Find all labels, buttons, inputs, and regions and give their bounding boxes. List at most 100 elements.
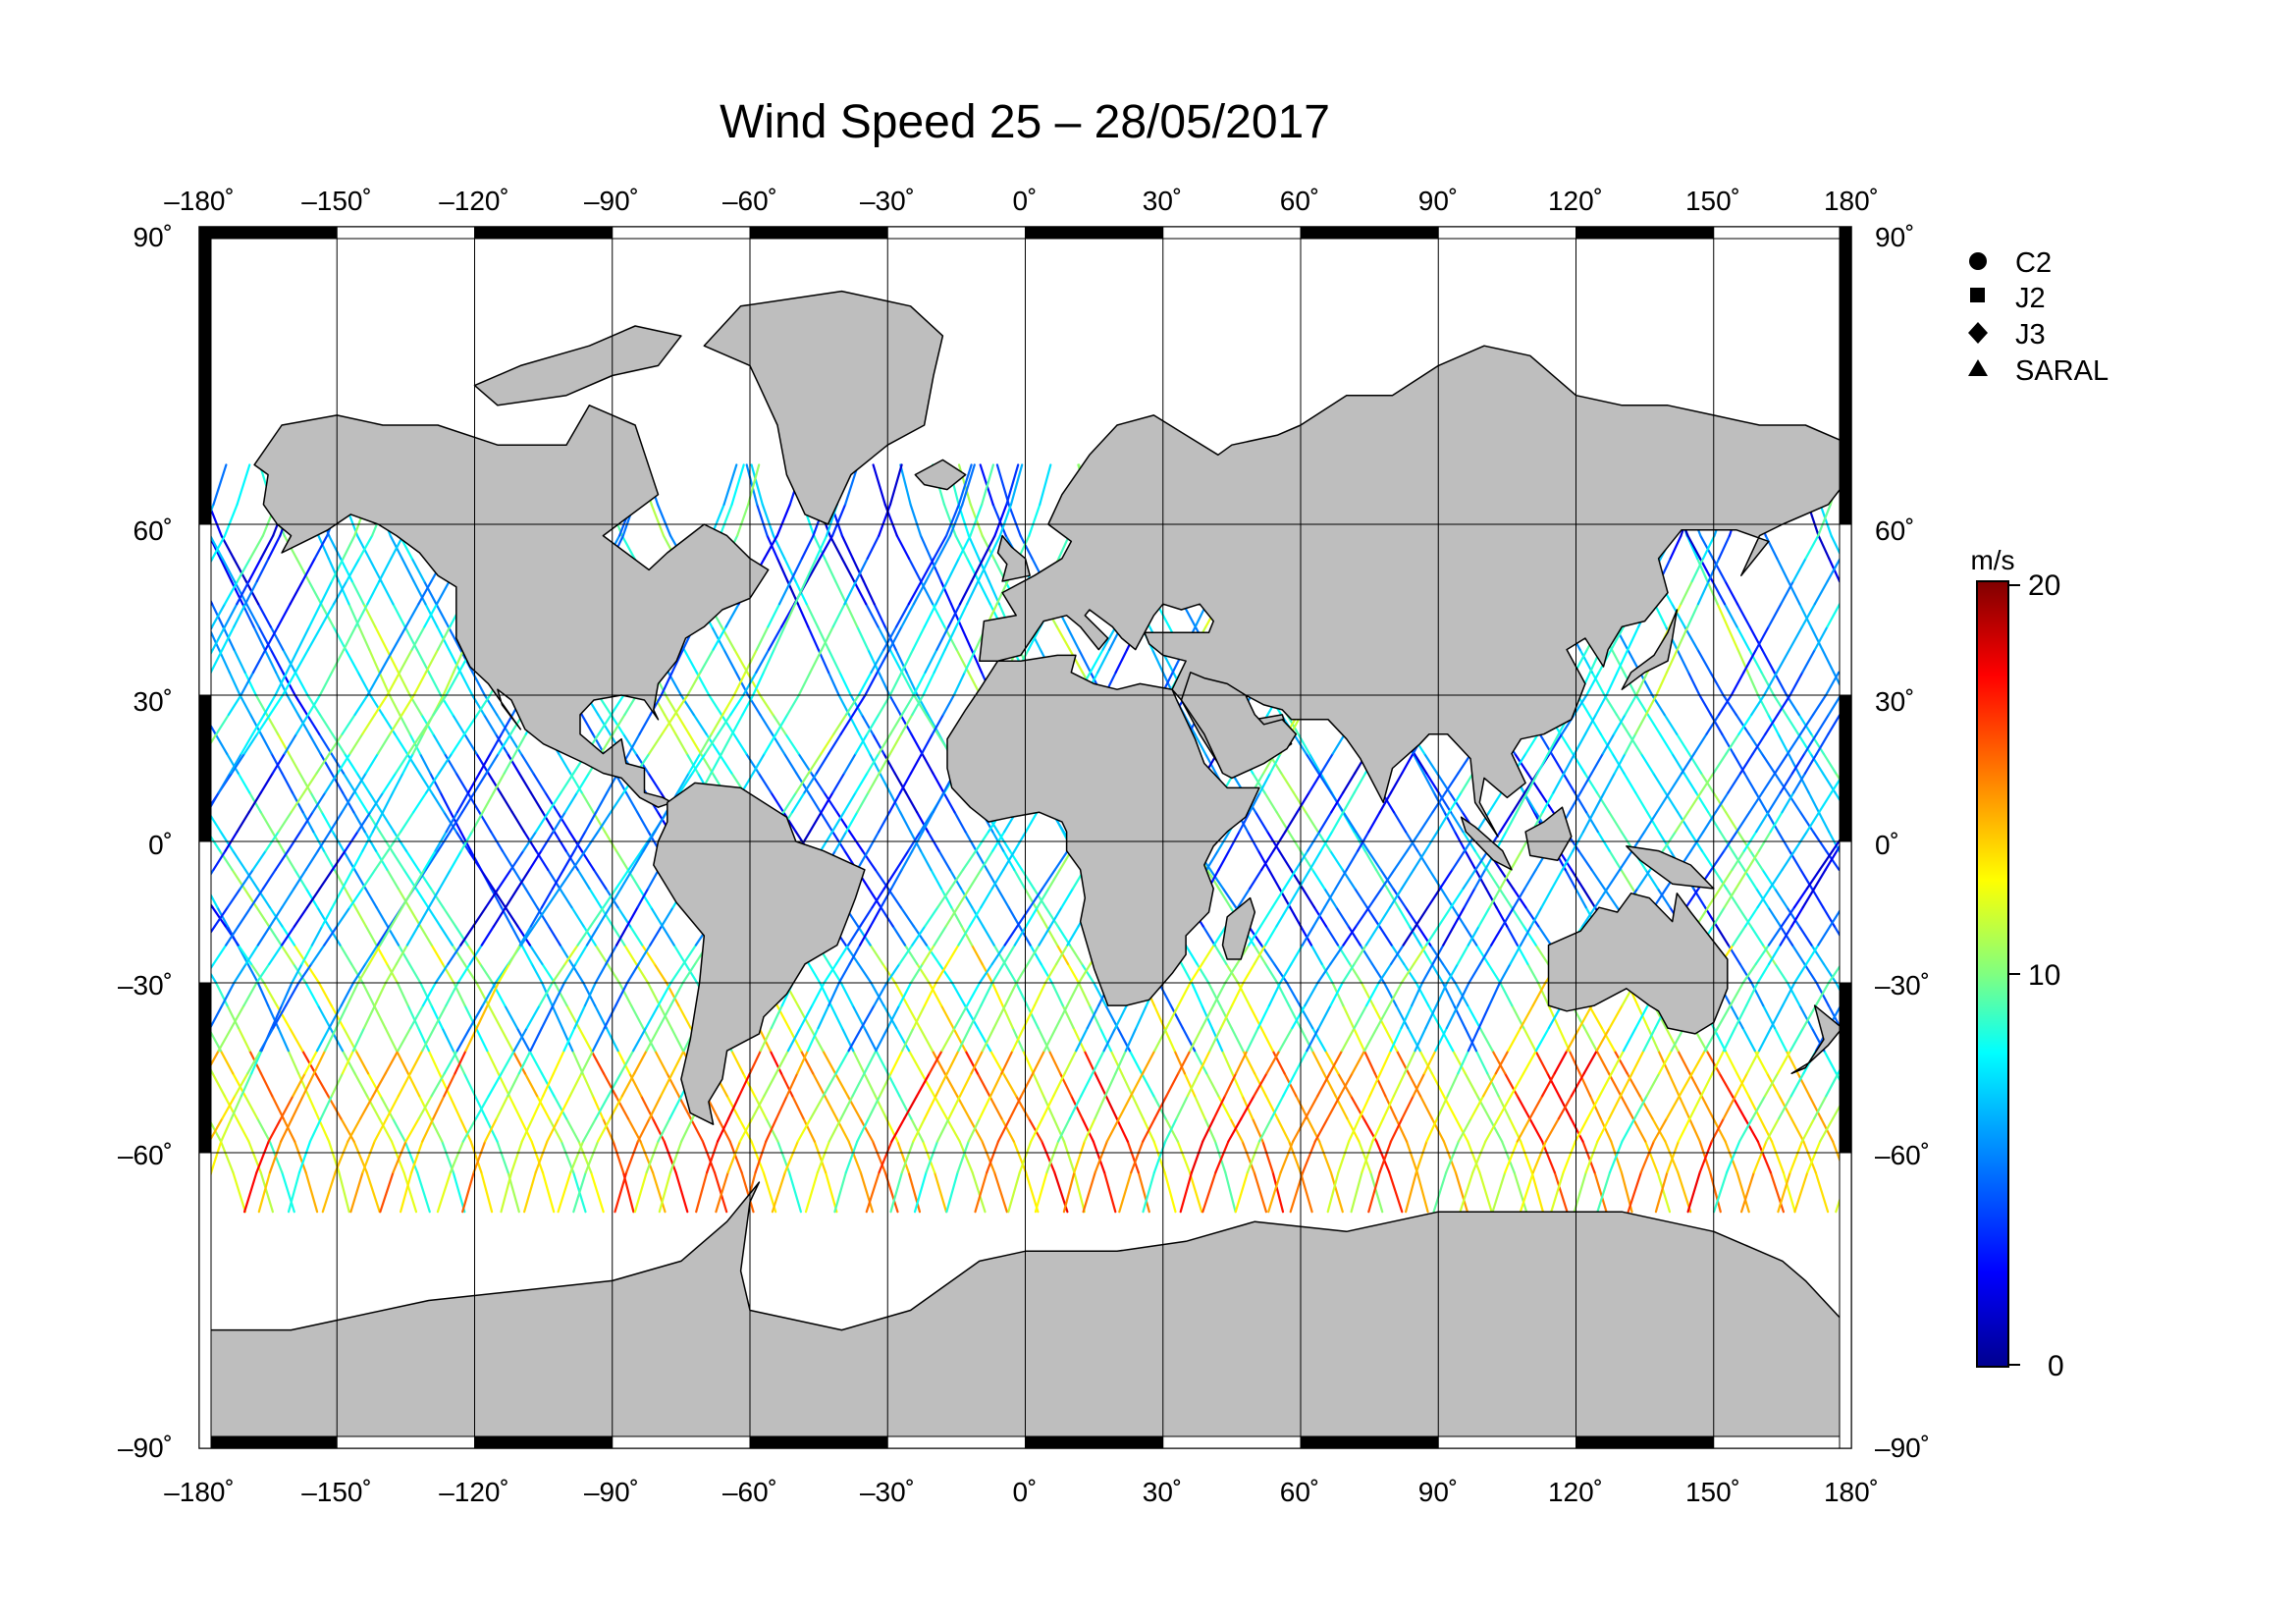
- track-segment: [1263, 925, 1278, 947]
- track-segment: [1184, 944, 1199, 965]
- track-segment: [277, 603, 292, 628]
- track-segment: [1509, 944, 1522, 965]
- track-segment: [1241, 1140, 1255, 1174]
- track-segment: [239, 693, 252, 717]
- track-segment: [512, 868, 527, 891]
- track-segment: [799, 1050, 815, 1075]
- track-segment: [1485, 868, 1501, 891]
- track-segment: [679, 693, 695, 717]
- track-segment: [1341, 962, 1356, 985]
- track-segment: [1253, 944, 1267, 965]
- track-segment: [809, 648, 824, 674]
- track-segment: [1813, 625, 1829, 651]
- track-segment: [952, 671, 966, 697]
- track-segment: [988, 1072, 1003, 1098]
- track-segment: [441, 1026, 454, 1053]
- track-segment: [538, 981, 554, 1007]
- track-segment: [1457, 1050, 1470, 1075]
- track-segment: [1412, 849, 1427, 871]
- track-segment: [860, 713, 875, 735]
- track-segment: [921, 752, 934, 775]
- track-segment: [748, 1050, 763, 1075]
- track-segment: [1269, 1095, 1285, 1120]
- track-segment: [1809, 752, 1825, 775]
- track-segment: [316, 1003, 332, 1030]
- track-segment: [323, 925, 339, 947]
- track-segment: [443, 811, 457, 834]
- track-segment: [301, 557, 316, 583]
- track-segment: [406, 732, 422, 755]
- track-segment: [562, 1026, 576, 1053]
- track-segment: [352, 811, 366, 834]
- track-segment: [894, 603, 910, 628]
- track-segment: [1400, 1003, 1414, 1030]
- track-segment: [1267, 868, 1281, 891]
- track-segment: [1734, 1072, 1749, 1098]
- track-segment: [503, 752, 516, 775]
- track-segment: [563, 944, 579, 965]
- track-segment: [381, 791, 395, 814]
- track-segment: [1142, 1170, 1156, 1214]
- track-segment: [1101, 625, 1117, 651]
- track-segment: [1424, 1003, 1438, 1030]
- track-segment: [559, 887, 573, 909]
- track-segment: [376, 925, 391, 947]
- track-segment: [449, 1140, 464, 1174]
- track-segment: [281, 772, 294, 794]
- track-segment: [650, 503, 666, 537]
- track-segment: [319, 1095, 333, 1120]
- diamond-marker-icon: [1968, 322, 1988, 344]
- track-segment: [1091, 1050, 1105, 1075]
- map-panel: [198, 226, 1852, 1449]
- track-segment: [854, 732, 869, 755]
- track-segment: [561, 1026, 574, 1053]
- triangle-marker-icon: [1968, 359, 1988, 376]
- track-segment: [392, 603, 406, 628]
- track-segment: [466, 791, 481, 814]
- track-segment: [945, 1117, 961, 1143]
- track-segment: [1278, 1026, 1294, 1053]
- track-segment: [249, 887, 265, 909]
- legend-label: J3: [2015, 319, 2046, 351]
- track-segment: [1669, 534, 1682, 560]
- track-segment: [1656, 1170, 1672, 1214]
- track-segment: [462, 1072, 477, 1098]
- track-segment: [414, 887, 430, 909]
- track-segment: [1664, 1140, 1680, 1174]
- track-segment: [317, 981, 333, 1007]
- track-segment: [682, 648, 698, 674]
- track-segment: [1767, 925, 1784, 947]
- track-segment: [783, 603, 797, 628]
- track-segment: [349, 1170, 364, 1214]
- track-segment: [528, 849, 543, 871]
- track-segment: [338, 579, 350, 606]
- track-segment: [1644, 693, 1658, 717]
- track-segment: [1756, 887, 1772, 909]
- track-segment: [448, 648, 462, 674]
- track-segment: [280, 1095, 294, 1120]
- track-segment: [875, 1026, 889, 1053]
- track-segment: [1818, 791, 1833, 814]
- track-segment: [1118, 1170, 1133, 1214]
- track-segment: [752, 752, 766, 775]
- track-segment: [627, 732, 641, 755]
- track-segment: [1169, 1003, 1185, 1030]
- frame-segment: [1713, 1435, 1852, 1449]
- track-segment: [402, 1170, 418, 1214]
- track-segment: [970, 1050, 985, 1075]
- track-segment: [351, 1026, 365, 1053]
- lon-label: –180˚: [164, 186, 235, 216]
- track-segment: [964, 1050, 980, 1075]
- track-segment: [1452, 906, 1466, 928]
- track-segment: [1003, 981, 1018, 1007]
- track-segment: [1646, 713, 1662, 735]
- track-segment: [1128, 1050, 1144, 1075]
- track-segment: [423, 579, 438, 606]
- track-segment: [1105, 1117, 1121, 1143]
- track-segment: [1528, 1117, 1544, 1143]
- track-segment: [1737, 906, 1752, 928]
- track-segment: [248, 534, 264, 560]
- track-segment: [1559, 732, 1575, 755]
- track-segment: [1304, 981, 1319, 1007]
- track-segment: [582, 925, 597, 947]
